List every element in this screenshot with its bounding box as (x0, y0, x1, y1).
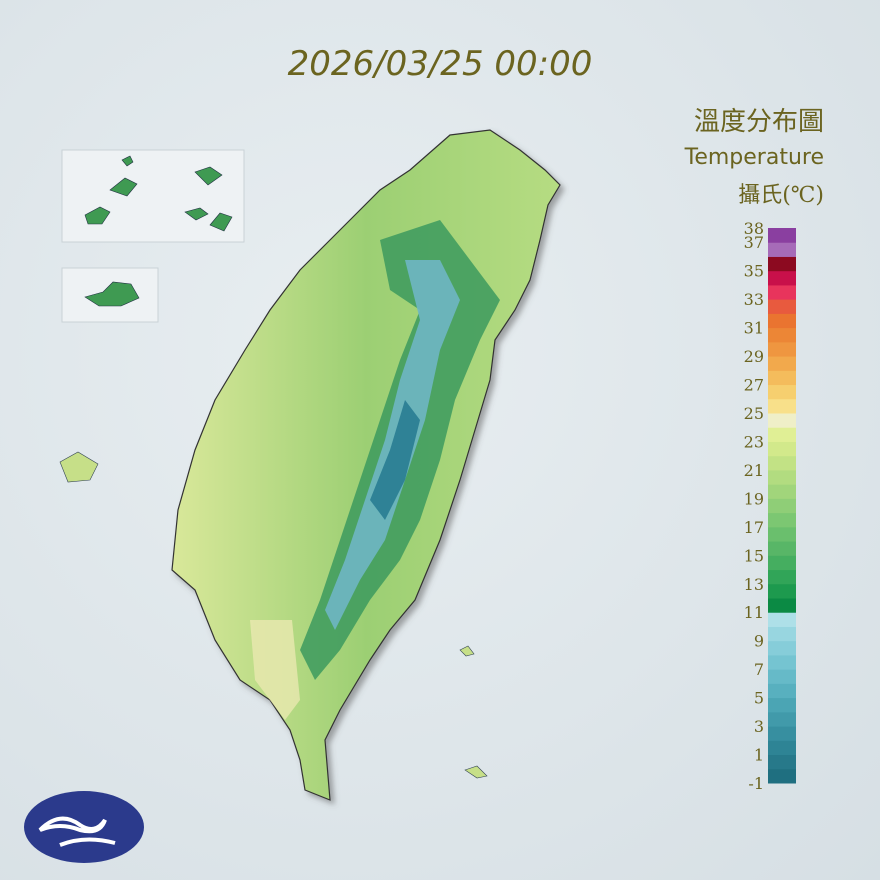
legend-tick-label: 9 (754, 632, 764, 651)
legend-swatch (768, 270, 796, 286)
logo-mark (38, 816, 116, 847)
legend-tick-label: 5 (754, 689, 764, 708)
legend-swatch (768, 512, 796, 528)
legend-tick-label: 38 (744, 219, 764, 238)
legend-swatch (768, 697, 796, 713)
legend-tick-label: 11 (744, 603, 764, 622)
legend-swatch (768, 341, 796, 357)
legend-tick-label: 33 (744, 290, 764, 309)
legend-swatch (768, 455, 796, 471)
legend-swatch (768, 370, 796, 386)
legend-tick-label: 23 (744, 432, 764, 451)
legend-swatch (768, 612, 796, 627)
legend-tick-label: 19 (744, 489, 764, 508)
legend-unit: 攝氏(℃) (738, 183, 824, 208)
legend-swatch (768, 526, 796, 542)
legend-swatch (768, 654, 796, 670)
legend-tick-label: 25 (744, 404, 764, 423)
legend-swatch (768, 398, 796, 414)
inset-box (61, 149, 245, 243)
warm-area (250, 620, 300, 720)
legend-swatch (768, 484, 796, 499)
legend-swatch (768, 555, 796, 571)
legend-swatch (768, 711, 796, 727)
legend-tick-label: 7 (754, 660, 764, 679)
legend-tick-label: 29 (744, 347, 764, 366)
legend-swatch (768, 228, 796, 243)
legend-tick-label: 15 (744, 546, 764, 565)
legend-swatch (768, 413, 796, 428)
legend-swatch (768, 441, 796, 457)
legend-swatch (768, 256, 796, 272)
inset-island (84, 281, 140, 307)
legend-title: 溫度分布圖 (694, 107, 824, 137)
legend-tick-label: 27 (744, 376, 764, 395)
legend-swatch (768, 541, 796, 556)
legend-tick-label: 17 (744, 518, 764, 537)
legend-swatch (768, 726, 796, 741)
legend-swatch (768, 313, 796, 329)
legend-swatch (768, 356, 796, 371)
legend-swatch (768, 427, 796, 442)
legend-swatch (768, 598, 796, 613)
map-time: 2026/03/25 00:00 (288, 44, 593, 84)
legend-swatch (768, 327, 796, 343)
legend-tick-label: 31 (744, 319, 764, 338)
legend-subtitle: Temperature (684, 145, 824, 170)
legend-swatch (768, 569, 796, 585)
islands (59, 451, 488, 779)
legend-swatch (768, 498, 796, 514)
legend-swatch (768, 626, 796, 642)
legend-tick-label: 35 (744, 262, 764, 281)
legend-swatch (768, 284, 796, 300)
legend-swatch (768, 754, 796, 770)
legend-swatch (768, 640, 796, 656)
coldest-area (370, 400, 420, 520)
legend-tick-label: 3 (754, 717, 764, 736)
legend-swatch (768, 669, 796, 684)
legend-tick-label: 13 (744, 575, 764, 594)
legend-swatch (768, 740, 796, 756)
legend-tick-label: 37 (744, 233, 764, 252)
legend-swatch (768, 299, 796, 314)
legend-swatch (768, 683, 796, 699)
inset-islands (84, 155, 233, 232)
legend-swatch (768, 469, 796, 485)
legend-swatch (768, 242, 796, 257)
legend-swatch (768, 768, 796, 784)
legend-swatch (768, 384, 796, 400)
legend-tick-label: -1 (748, 774, 764, 793)
legend-tick-label: 21 (744, 461, 764, 480)
legend-swatch (768, 583, 796, 599)
legend-tick-label: 1 (754, 746, 764, 765)
